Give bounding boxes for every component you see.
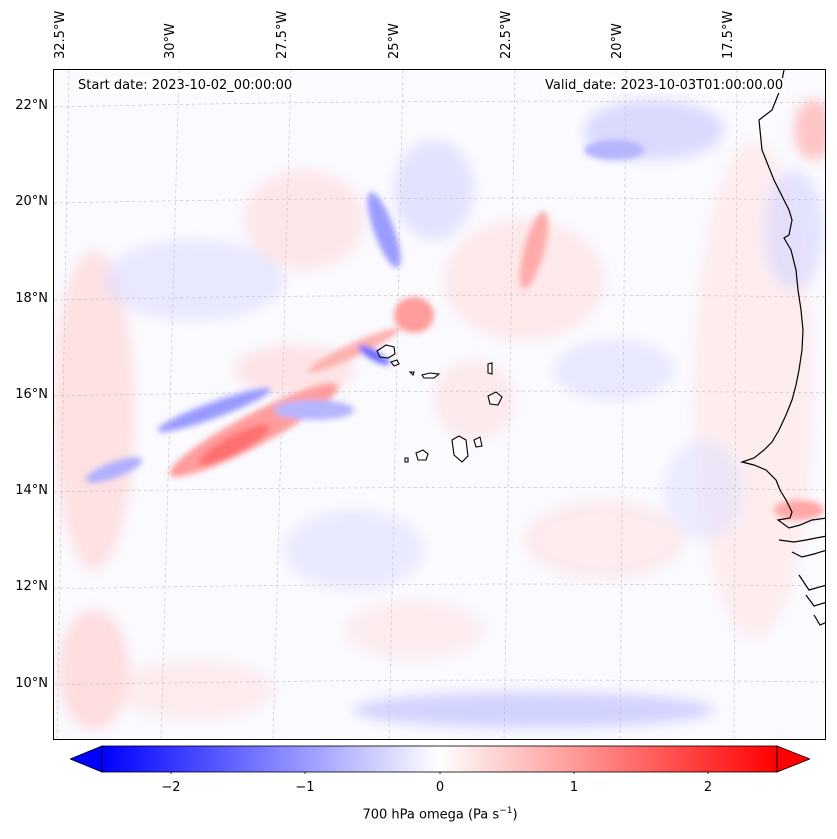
lon-label: 25°W: [387, 23, 402, 59]
lat-label: 16°N: [15, 387, 48, 402]
map-panel: [53, 69, 826, 740]
lat-label: 22°N: [15, 98, 48, 113]
cape-verde-islands: [376, 344, 503, 463]
omega-strong-features: [85, 140, 824, 520]
colorbar-title-end: ): [512, 807, 518, 823]
start-date-label: Start date: 2023-10-02_00:00:00: [76, 78, 295, 93]
lon-label: 22.5°W: [499, 10, 514, 59]
colorbar-ticks: [170, 772, 709, 774]
colorbar-tick-label: 1: [569, 780, 579, 795]
colorbar-title-sup: −1: [499, 806, 513, 816]
omega-field-map: [54, 70, 825, 739]
colorbar-tick-label: −2: [161, 780, 181, 795]
graticule: [54, 70, 825, 739]
lon-label: 32.5°W: [53, 10, 68, 59]
lon-label: 17.5°W: [721, 10, 736, 59]
colorbar-extend-max: [776, 745, 810, 773]
colorbar-title: 700 hPa omega (Pa s−1): [362, 806, 517, 822]
lon-label: 30°W: [163, 23, 178, 59]
lon-label: 27.5°W: [275, 10, 290, 59]
coastline: [739, 70, 825, 626]
colorbar-gradient: [101, 745, 778, 773]
colorbar-tick-label: −1: [295, 780, 315, 795]
lat-label: 14°N: [15, 483, 48, 498]
lat-label: 18°N: [15, 291, 48, 306]
colorbar-title-main: 700 hPa omega (Pa s: [362, 807, 500, 823]
colorbar-tick-label: 2: [703, 780, 713, 795]
valid-date-label: Valid_date: 2023-10-03T01:00:00.00: [543, 78, 786, 93]
lat-label: 20°N: [15, 194, 48, 209]
lon-label: 20°W: [610, 23, 625, 59]
omega-field: [54, 100, 825, 730]
colorbar-tick-label: 0: [435, 780, 445, 795]
lat-label: 10°N: [15, 676, 48, 691]
lat-label: 12°N: [15, 579, 48, 594]
colorbar-extend-min: [70, 745, 103, 773]
colorbar: [70, 745, 810, 774]
